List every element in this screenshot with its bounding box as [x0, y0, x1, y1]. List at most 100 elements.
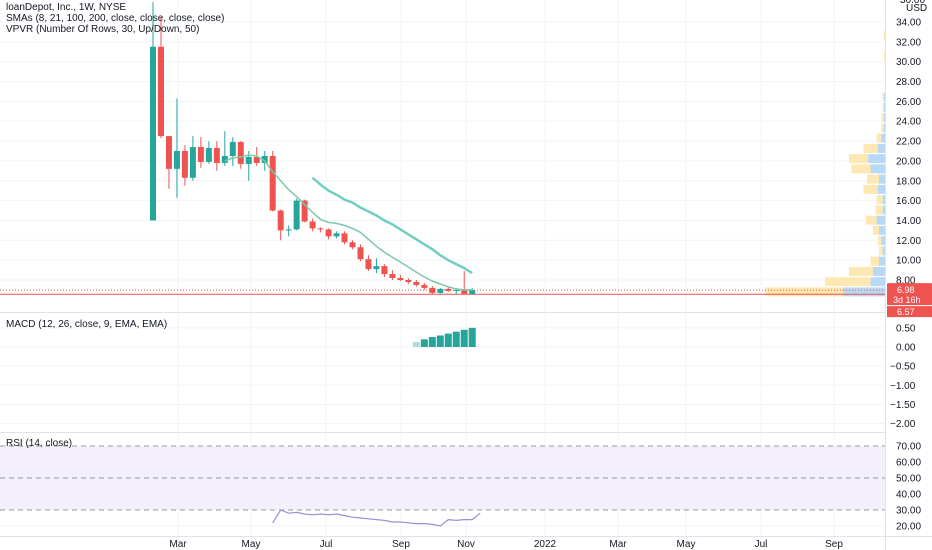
rsi-line: [272, 509, 481, 527]
price-tick-label: 26.00: [896, 97, 921, 108]
time-tick-label: Nov: [457, 539, 475, 550]
candle-down: [301, 200, 308, 222]
price-tick-label: 30.00: [896, 57, 921, 68]
sma-21-line: [311, 176, 473, 275]
candle-down: [397, 278, 404, 280]
time-tick-label: Mar: [609, 539, 627, 550]
time-tick-label: Jul: [320, 539, 333, 550]
macd-bar: [444, 333, 452, 347]
macd-bar: [436, 335, 444, 347]
last-price-text: 6.98: [897, 285, 915, 295]
candle-up: [469, 290, 476, 294]
vp-up-bar: [876, 215, 885, 225]
candle-down: [461, 289, 468, 294]
macd-bar: [460, 329, 468, 347]
rsi-band: [0, 445, 885, 511]
macd-bar: [412, 342, 420, 347]
prev-close-text: 6.57: [897, 307, 915, 317]
vp-down-bar: [881, 123, 884, 133]
candle-down: [325, 229, 332, 237]
candle-up: [150, 46, 156, 221]
macd-bar: [428, 337, 436, 347]
vp-up-bar: [883, 102, 885, 112]
currency-label: USD: [906, 3, 927, 14]
candles: [0, 2, 885, 295]
time-tick-label: 2022: [534, 539, 557, 550]
macd-tick-label: 0.50: [896, 323, 916, 334]
macd-tick-label: −2.00: [890, 419, 916, 430]
vp-up-bar: [882, 205, 885, 215]
candle-up: [261, 155, 268, 163]
price-tick-label: 20.00: [896, 156, 921, 167]
candle-up: [205, 148, 212, 162]
candle-up: [189, 147, 196, 178]
vp-down-bar: [825, 277, 871, 287]
price-tick-label: 18.00: [896, 176, 921, 187]
time-tick-label: May: [242, 539, 261, 550]
macd-tick-label: −1.00: [890, 381, 916, 392]
candle-down: [341, 233, 348, 243]
vp-up-bar: [879, 225, 885, 235]
vp-up-bar: [877, 184, 885, 194]
price-tick-label: 10.00: [896, 256, 921, 267]
price-tick-label: 32.00: [896, 37, 921, 48]
price-tick-label: 22.00: [896, 137, 921, 148]
countdown-text: 3d 16h: [893, 295, 921, 305]
symbol-title[interactable]: loanDepot, Inc., 1W, NYSE: [6, 2, 127, 13]
macd-bar: [420, 339, 428, 347]
candle-down: [365, 259, 372, 270]
vp-down-bar: [867, 174, 879, 184]
rsi-line-path: [272, 509, 481, 527]
vp-up-bar: [882, 246, 885, 256]
vp-up-bar: [883, 113, 885, 123]
vp-up-bar: [882, 195, 885, 205]
vp-up-bar: [883, 92, 885, 102]
candle-up: [437, 288, 444, 293]
candle-down: [157, 46, 164, 137]
time-axis[interactable]: Mar May Jul Sep Nov 2022 Mar May Jul Sep: [0, 537, 885, 550]
candle-up: [333, 233, 340, 237]
candle-down: [253, 156, 260, 163]
vp-down-bar: [863, 184, 878, 194]
volume-profile: [765, 30, 885, 297]
time-tick-label: Mar: [169, 539, 187, 550]
vp-down-bar: [765, 287, 843, 297]
rsi-tick-label: 20.00: [896, 522, 921, 533]
price-tick-label: 12.00: [896, 236, 921, 247]
candle-down: [429, 287, 436, 293]
price-tick-label: 8.00: [896, 276, 916, 287]
candle-down: [421, 284, 428, 288]
candle-down: [309, 221, 316, 229]
candle-down: [181, 151, 188, 178]
time-tick-label: Jul: [755, 539, 768, 550]
price-tick-label: 24.00: [896, 117, 921, 128]
candle-down: [237, 142, 244, 164]
candle-down: [197, 147, 204, 162]
vp-down-bar: [849, 154, 869, 164]
macd-tick-label: −0.50: [890, 362, 916, 373]
time-tick-label: May: [677, 539, 696, 550]
vp-up-bar: [879, 174, 885, 184]
vp-down-bar: [870, 256, 879, 266]
vpvr-legend[interactable]: VPVR (Number Of Rows, 30, Up/Down, 50): [6, 24, 200, 35]
vp-down-bar: [865, 215, 877, 225]
candle-down: [213, 148, 220, 163]
prev-close-badge: [887, 306, 932, 318]
candle-up: [373, 266, 380, 270]
vp-down-bar: [883, 51, 885, 61]
rsi-legend[interactable]: RSI (14, close): [6, 438, 73, 449]
last-price-badge: [887, 283, 932, 306]
time-tick-label: Sep: [825, 539, 843, 550]
vp-down-bar: [863, 143, 878, 153]
vp-up-bar: [843, 287, 885, 297]
rsi-tick-label: 30.00: [896, 506, 921, 517]
candle-down: [165, 136, 172, 169]
sma-legend[interactable]: SMAs (8, 21, 100, 200, close, close, clo…: [6, 13, 225, 24]
macd-legend[interactable]: MACD (12, 26, close, 9, EMA, EMA): [6, 319, 168, 330]
macd-bar: [452, 331, 460, 347]
macd-histogram: [412, 327, 476, 347]
